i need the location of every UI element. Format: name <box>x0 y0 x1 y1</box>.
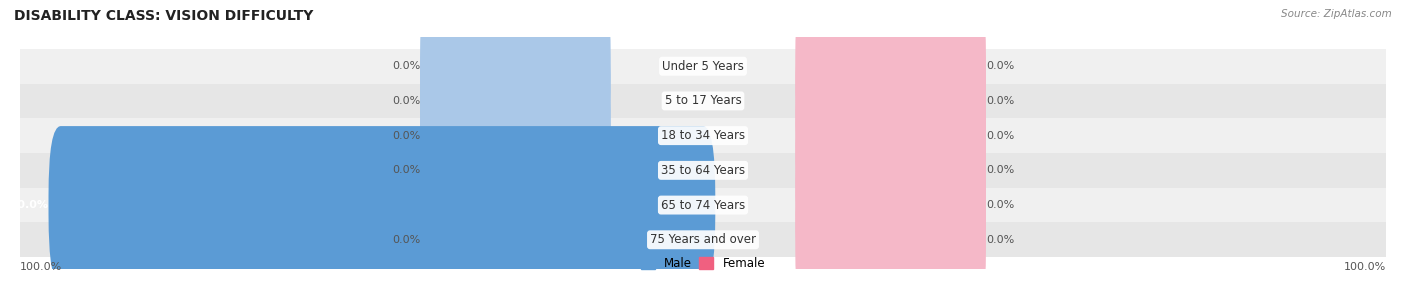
Text: 0.0%: 0.0% <box>986 200 1014 210</box>
FancyBboxPatch shape <box>796 0 986 145</box>
Text: 0.0%: 0.0% <box>986 165 1014 175</box>
Text: DISABILITY CLASS: VISION DIFFICULTY: DISABILITY CLASS: VISION DIFFICULTY <box>14 9 314 23</box>
Text: 0.0%: 0.0% <box>986 61 1014 71</box>
Text: 18 to 34 Years: 18 to 34 Years <box>661 129 745 142</box>
FancyBboxPatch shape <box>796 57 986 215</box>
Legend: Male, Female: Male, Female <box>636 252 770 275</box>
Text: 0.0%: 0.0% <box>392 235 420 245</box>
Text: 0.0%: 0.0% <box>986 235 1014 245</box>
FancyBboxPatch shape <box>20 188 1386 222</box>
Text: 0.0%: 0.0% <box>392 131 420 141</box>
FancyBboxPatch shape <box>796 22 986 180</box>
FancyBboxPatch shape <box>420 0 610 145</box>
Text: 0.0%: 0.0% <box>986 131 1014 141</box>
Text: 65 to 74 Years: 65 to 74 Years <box>661 199 745 211</box>
Text: 0.0%: 0.0% <box>392 96 420 106</box>
FancyBboxPatch shape <box>420 22 610 180</box>
FancyBboxPatch shape <box>796 126 986 284</box>
FancyBboxPatch shape <box>20 222 1386 257</box>
FancyBboxPatch shape <box>20 118 1386 153</box>
FancyBboxPatch shape <box>420 161 610 306</box>
Text: 75 Years and over: 75 Years and over <box>650 233 756 246</box>
Text: 0.0%: 0.0% <box>986 96 1014 106</box>
FancyBboxPatch shape <box>796 91 986 249</box>
Text: 5 to 17 Years: 5 to 17 Years <box>665 95 741 107</box>
Text: 0.0%: 0.0% <box>392 61 420 71</box>
Text: Source: ZipAtlas.com: Source: ZipAtlas.com <box>1281 9 1392 19</box>
Text: Under 5 Years: Under 5 Years <box>662 60 744 73</box>
Text: 35 to 64 Years: 35 to 64 Years <box>661 164 745 177</box>
Text: 100.0%: 100.0% <box>3 200 48 210</box>
FancyBboxPatch shape <box>420 57 610 215</box>
FancyBboxPatch shape <box>48 126 716 284</box>
Text: 100.0%: 100.0% <box>1344 262 1386 272</box>
FancyBboxPatch shape <box>20 84 1386 118</box>
Text: 0.0%: 0.0% <box>392 165 420 175</box>
Text: 100.0%: 100.0% <box>20 262 62 272</box>
FancyBboxPatch shape <box>20 153 1386 188</box>
FancyBboxPatch shape <box>20 49 1386 84</box>
FancyBboxPatch shape <box>420 91 610 249</box>
FancyBboxPatch shape <box>796 161 986 306</box>
